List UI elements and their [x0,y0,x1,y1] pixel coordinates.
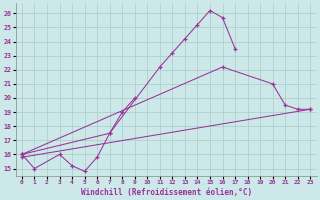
X-axis label: Windchill (Refroidissement éolien,°C): Windchill (Refroidissement éolien,°C) [81,188,252,197]
